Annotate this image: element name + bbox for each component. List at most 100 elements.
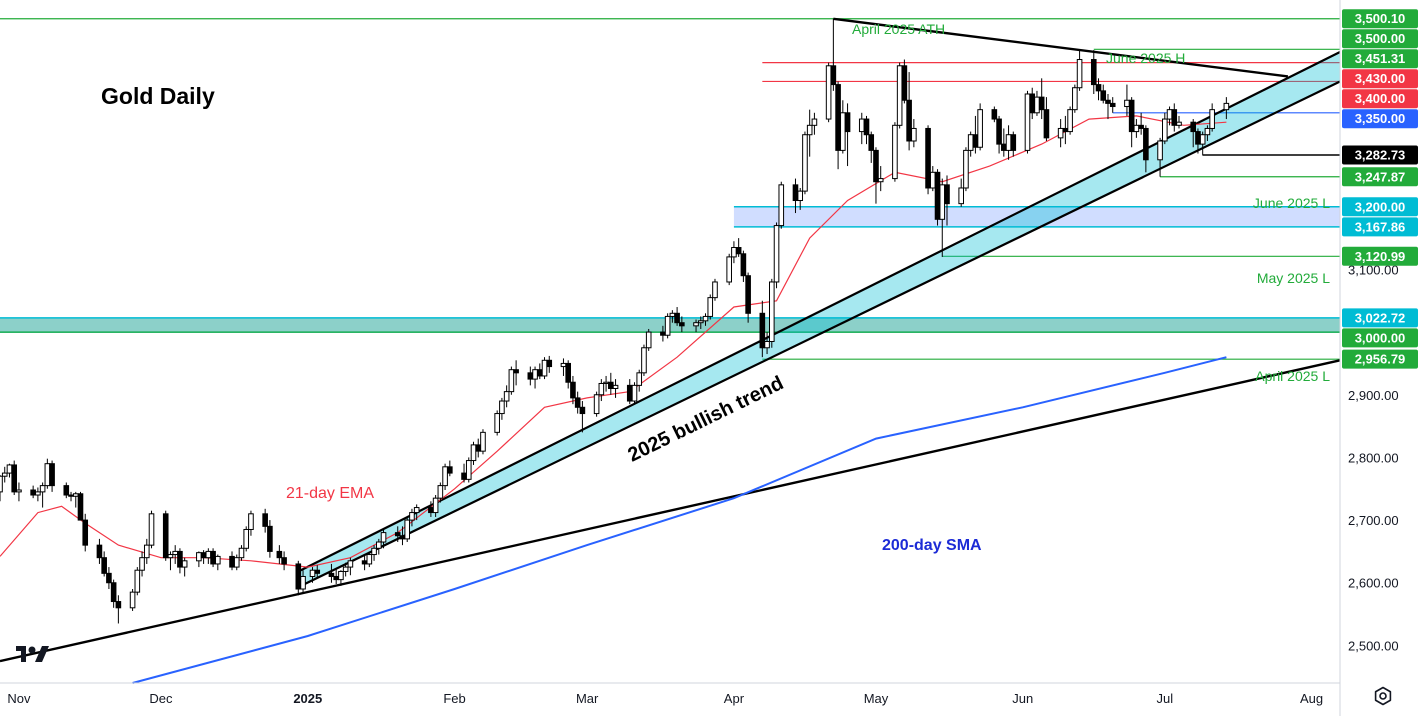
candle-body	[77, 493, 84, 521]
candle-body	[759, 312, 766, 349]
candle	[991, 106, 998, 123]
candle	[759, 300, 766, 358]
candle-body	[267, 525, 273, 552]
candle-body	[44, 463, 51, 487]
candle-body	[944, 184, 950, 205]
candle	[726, 253, 732, 286]
candle-body	[1095, 84, 1102, 92]
candle-body	[300, 575, 306, 590]
candle	[769, 278, 775, 348]
candle	[901, 59, 908, 104]
candle-body	[991, 109, 998, 120]
candle-body	[499, 400, 505, 415]
candle-body	[858, 118, 865, 133]
candle-body	[1034, 96, 1040, 114]
y-tick-label: 2,500.00	[1348, 638, 1399, 653]
price-label: 3,200.00	[1342, 197, 1418, 217]
candle	[508, 366, 515, 395]
candle-body	[106, 572, 112, 584]
price-label-text: 3,430.00	[1355, 71, 1406, 86]
candle	[830, 18, 837, 91]
candle	[1176, 115, 1182, 129]
candle	[598, 379, 605, 402]
candle	[1038, 78, 1045, 120]
candle	[546, 355, 553, 373]
candle-body	[840, 112, 846, 151]
candle	[802, 131, 808, 195]
candle-body	[873, 149, 879, 183]
candle	[702, 313, 709, 326]
candle-body	[1, 472, 8, 477]
candle	[106, 567, 112, 590]
candle-body	[399, 535, 406, 540]
candle	[693, 319, 699, 333]
candle-body	[508, 369, 515, 393]
candle	[745, 272, 751, 323]
candle	[873, 147, 879, 204]
candle	[210, 548, 216, 568]
candle-body	[333, 575, 339, 581]
price-label-text: 3,500.10	[1355, 11, 1406, 26]
candle-body	[863, 118, 870, 136]
candle-body	[196, 552, 202, 562]
candle-body	[82, 519, 89, 546]
candle-body	[281, 557, 287, 565]
price-label-badge	[1342, 217, 1418, 237]
candle-body	[1090, 59, 1097, 86]
candle	[1199, 131, 1206, 156]
candle-body	[1166, 109, 1173, 120]
candle-body	[205, 550, 212, 559]
candle	[593, 391, 600, 417]
support-zone-3167-3200	[733, 206, 1340, 227]
candle	[148, 510, 155, 549]
candle	[243, 526, 250, 552]
candle-body	[494, 413, 500, 433]
candle-body	[972, 134, 979, 148]
candle-body	[1143, 127, 1149, 161]
price-label-badge	[1342, 246, 1418, 266]
candle	[110, 579, 117, 608]
ath-label: April 2025 ATH	[852, 21, 945, 37]
candle-body	[565, 362, 571, 383]
candle	[944, 175, 950, 226]
candle	[996, 115, 1002, 154]
candle-body	[172, 550, 178, 556]
candle-body	[612, 384, 619, 389]
candle	[1171, 103, 1178, 132]
tradingview-logo[interactable]	[16, 646, 49, 662]
candle-body	[437, 485, 444, 499]
candle-body	[802, 134, 808, 192]
candle	[162, 510, 169, 561]
x-tick-label: Mar	[576, 691, 599, 706]
candle-body	[16, 489, 22, 493]
candle-body	[797, 190, 804, 202]
bullish-trend-channel-fill	[298, 52, 1340, 588]
long-term-trendline	[0, 359, 1341, 663]
candle-body	[148, 513, 155, 546]
candle-body	[513, 369, 519, 374]
candle	[1043, 97, 1050, 141]
candle-body	[877, 178, 884, 183]
candle-body	[447, 466, 453, 474]
candle	[380, 529, 387, 549]
candle-body	[167, 554, 174, 559]
candle-body	[1076, 59, 1083, 89]
settings-gear-icon[interactable]	[1366, 681, 1400, 711]
candle	[1010, 131, 1017, 157]
price-label-badge	[1342, 9, 1418, 29]
y-tick-label: 2,900.00	[1348, 388, 1399, 403]
candle-body	[1038, 96, 1045, 111]
candle	[1067, 106, 1073, 135]
price-label-text: 3,350.00	[1355, 111, 1406, 126]
sma-label: 200-day SMA	[882, 537, 982, 554]
candle	[177, 548, 183, 574]
candle-body	[409, 512, 415, 521]
candle-body	[1043, 109, 1050, 139]
candle-body	[347, 560, 354, 568]
price-label-badge	[1342, 29, 1418, 49]
candle	[49, 460, 55, 492]
bullish-trend-channel-lower	[297, 80, 1341, 589]
candle-body	[967, 134, 974, 151]
candle	[342, 562, 349, 577]
